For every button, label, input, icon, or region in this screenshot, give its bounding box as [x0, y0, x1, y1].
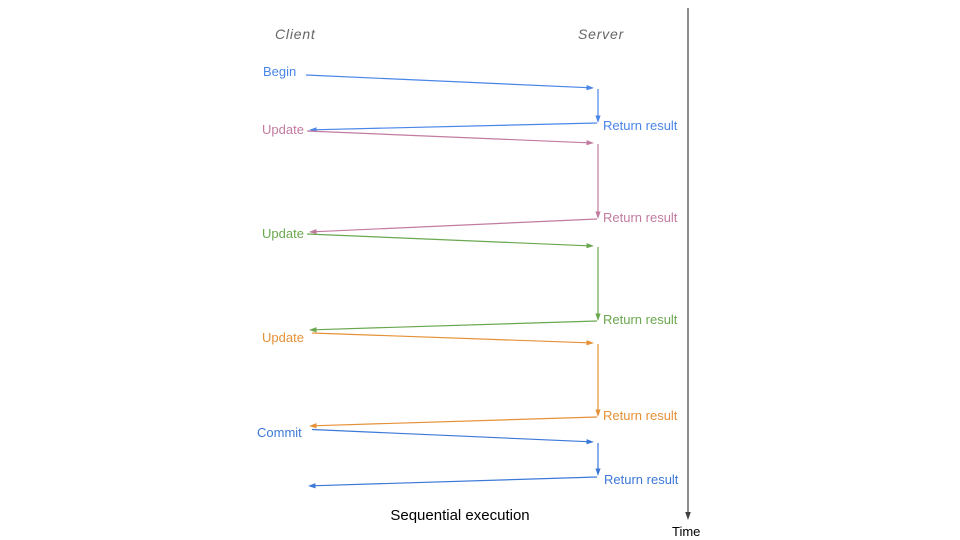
return-line-commit: [311, 476, 598, 487]
return-line-update-2: [312, 320, 598, 331]
request-arrowhead-update-1: [586, 140, 594, 146]
return-result-label-update-2: Return result: [603, 312, 678, 327]
exchange-begin: Begin Return result: [263, 64, 678, 133]
return-line-begin: [312, 122, 598, 131]
request-arrowhead-begin: [586, 85, 594, 91]
request-line-begin: [305, 74, 589, 89]
request-label-update-1: Update: [262, 122, 304, 137]
processing-arrowhead-begin: [595, 115, 601, 123]
request-label-update-2: Update: [262, 226, 304, 241]
return-arrowhead-update-2: [309, 327, 317, 333]
request-line-commit: [311, 428, 589, 443]
request-line-update-2: [306, 233, 589, 247]
return-arrowhead-update-3: [309, 423, 317, 429]
request-label-commit: Commit: [257, 425, 302, 440]
exchange-update-2: Update Return result: [262, 226, 678, 333]
return-result-label-update-3: Return result: [603, 408, 678, 423]
request-line-update-3: [311, 332, 589, 344]
exchange-update-1: Update Return result: [262, 122, 678, 235]
return-result-label-begin: Return result: [603, 118, 678, 133]
return-arrowhead-update-1: [309, 229, 317, 235]
return-result-label-update-1: Return result: [603, 210, 678, 225]
request-arrowhead-update-2: [586, 243, 594, 249]
server-actor-label: Server: [578, 26, 625, 42]
exchange-commit: Commit Return result: [257, 425, 679, 489]
return-line-update-1: [312, 218, 598, 233]
processing-arrowhead-update-1: [595, 211, 601, 219]
return-arrowhead-commit: [308, 483, 316, 489]
request-arrowhead-commit: [586, 439, 594, 445]
return-result-label-commit: Return result: [604, 472, 679, 487]
time-axis-arrowhead: [685, 512, 691, 520]
processing-arrowhead-commit: [595, 468, 601, 476]
client-actor-label: Client: [275, 26, 316, 42]
return-line-update-3: [312, 416, 598, 427]
processing-arrowhead-update-3: [595, 409, 601, 417]
request-arrowhead-update-3: [586, 340, 594, 346]
request-label-update-3: Update: [262, 330, 304, 345]
time-axis-label: Time: [672, 524, 700, 539]
request-label-begin: Begin: [263, 64, 296, 79]
request-line-update-1: [306, 130, 589, 144]
diagram-title: Sequential execution: [390, 507, 529, 524]
exchange-update-3: Update Return result: [262, 330, 678, 429]
time-axis: Time: [672, 8, 700, 539]
processing-arrowhead-update-2: [595, 313, 601, 321]
